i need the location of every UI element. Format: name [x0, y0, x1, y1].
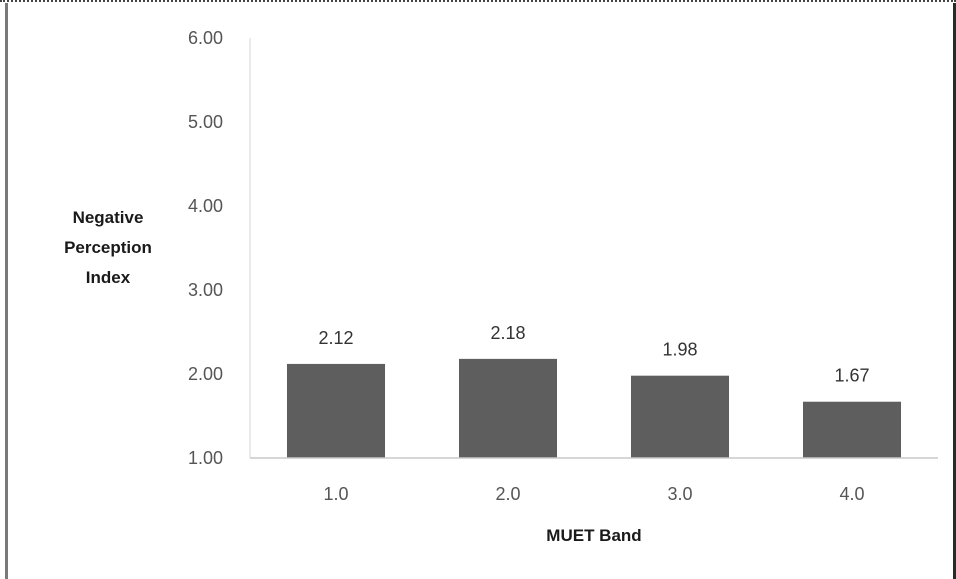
- bar-value-label: 2.18: [490, 323, 525, 343]
- bar: [802, 401, 902, 458]
- x-tick-label: 2.0: [495, 484, 520, 504]
- x-tick-label: 4.0: [839, 484, 864, 504]
- y-axis-title-line-3: Index: [86, 268, 131, 287]
- bar-value-label: 1.98: [662, 340, 697, 360]
- y-axis-title-line-1: Negative: [73, 208, 144, 227]
- bar-value-label: 2.12: [318, 328, 353, 348]
- y-tick-labels: 1.00 2.00 3.00 4.00 5.00 6.00: [188, 28, 223, 468]
- data-labels: 2.12 2.18 1.98 1.67: [318, 323, 869, 386]
- bar: [630, 375, 730, 458]
- y-tick-label: 2.00: [188, 364, 223, 384]
- y-axis-title-line-2: Perception: [64, 238, 152, 257]
- left-border: [5, 3, 8, 579]
- x-tick-labels: 1.0 2.0 3.0 4.0: [323, 484, 864, 504]
- top-border: [0, 0, 956, 3]
- y-tick-label: 4.00: [188, 196, 223, 216]
- bar-value-label: 1.67: [834, 366, 869, 386]
- x-tick-label: 1.0: [323, 484, 348, 504]
- y-tick-label: 5.00: [188, 112, 223, 132]
- x-axis-title: MUET Band: [546, 526, 641, 545]
- y-tick-label: 1.00: [188, 448, 223, 468]
- x-tick-label: 3.0: [667, 484, 692, 504]
- right-border: [953, 3, 956, 579]
- y-tick-label: 6.00: [188, 28, 223, 48]
- bar: [458, 358, 558, 458]
- bar: [286, 363, 386, 458]
- bars: [286, 358, 902, 458]
- y-tick-label: 3.00: [188, 280, 223, 300]
- y-axis-title: Negative Perception Index: [64, 208, 152, 287]
